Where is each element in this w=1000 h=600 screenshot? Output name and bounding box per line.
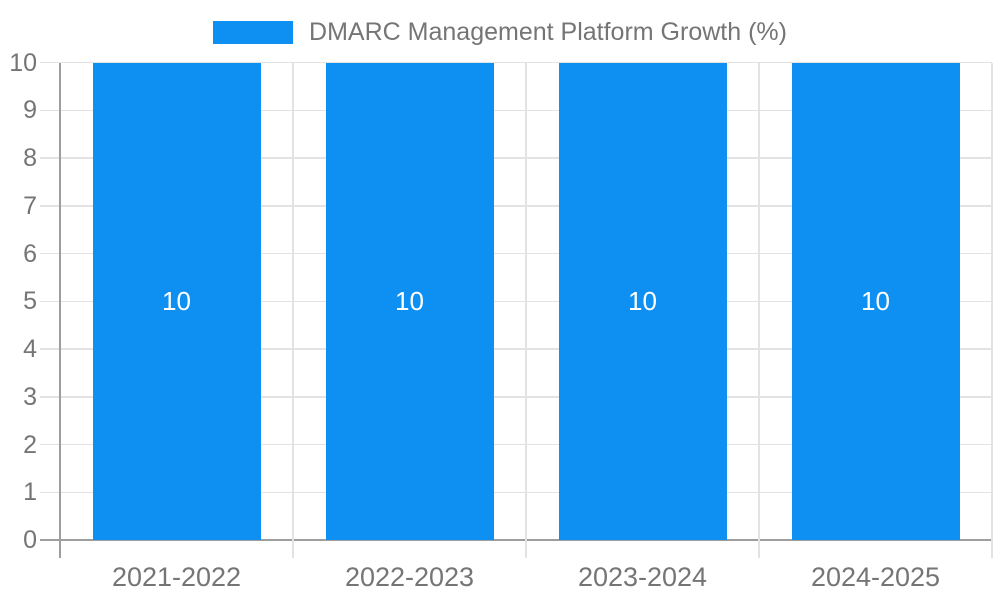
bar: 10 — [558, 62, 727, 540]
category-boundary-line — [758, 62, 760, 558]
y-gridline — [40, 61, 992, 64]
legend-swatch — [213, 20, 294, 44]
bar-value-label: 10 — [628, 285, 657, 316]
y-gridline — [40, 491, 992, 493]
x-tick-label: 2022-2023 — [344, 562, 475, 592]
y-gridline — [40, 348, 992, 350]
y-tick-label: 4 — [23, 335, 37, 363]
y-gridline — [40, 443, 992, 446]
x-tick-label: 2021-2022 — [111, 562, 242, 592]
category-boundary-line — [525, 62, 527, 558]
bar: 10 — [92, 62, 261, 540]
y-tick-label: 10 — [9, 48, 37, 77]
y-tick-label: 0 — [23, 526, 37, 554]
y-gridline — [40, 300, 992, 302]
bar: 10 — [791, 62, 960, 540]
legend-label: DMARC Management Platform Growth (%) — [309, 17, 787, 46]
y-gridline — [40, 205, 992, 207]
category-boundary-line — [991, 62, 993, 558]
y-tick-label: 1 — [23, 478, 37, 507]
bar-value-label: 10 — [395, 285, 424, 316]
y-axis-line — [59, 62, 61, 558]
bar: 10 — [325, 62, 494, 540]
y-tick-label: 6 — [23, 239, 37, 268]
x-tick-label: 2023-2024 — [577, 562, 708, 592]
x-tick-label: 2024-2025 — [810, 562, 941, 592]
y-gridline — [40, 252, 992, 255]
bar-value-label: 10 — [861, 285, 890, 316]
x-axis-line — [40, 539, 992, 541]
y-tick-label: 7 — [23, 191, 37, 220]
bar-value-label: 10 — [162, 285, 191, 316]
legend: DMARC Management Platform Growth (%) — [0, 17, 1000, 47]
y-tick-label: 9 — [23, 96, 37, 125]
y-tick-label: 2 — [23, 430, 37, 459]
y-gridline — [40, 396, 992, 398]
y-tick-label: 3 — [23, 382, 37, 411]
y-gridline — [40, 109, 992, 111]
category-boundary-line — [292, 62, 294, 558]
y-tick-label: 8 — [23, 144, 37, 172]
y-tick-label: 5 — [23, 287, 37, 316]
y-gridline — [40, 157, 992, 159]
